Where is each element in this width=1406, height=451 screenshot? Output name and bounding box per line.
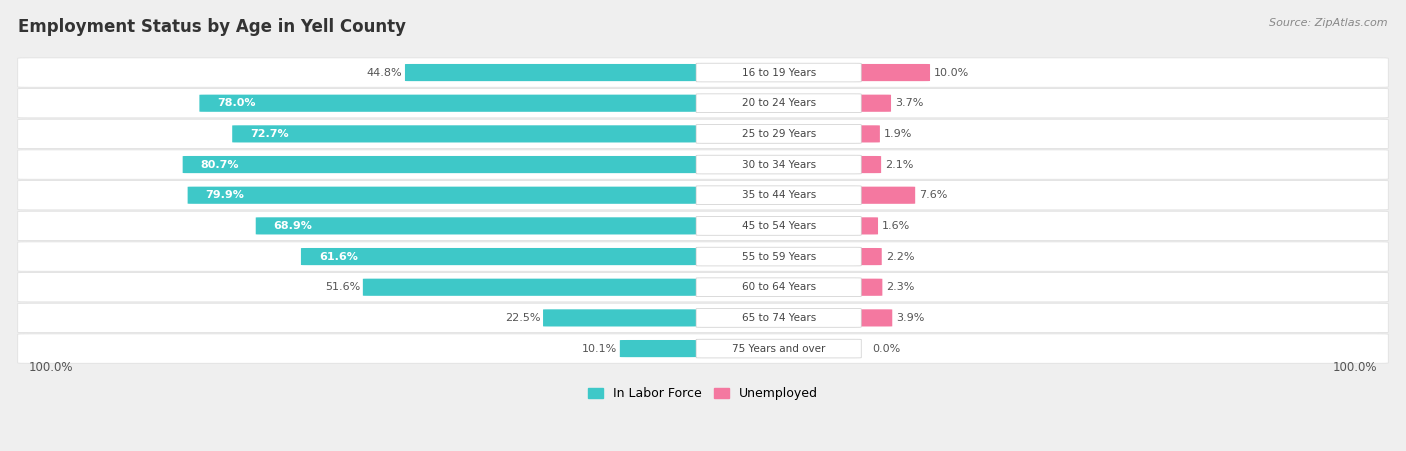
FancyBboxPatch shape [301,248,696,265]
FancyBboxPatch shape [363,279,696,296]
Text: 2.2%: 2.2% [886,252,914,262]
Text: Source: ZipAtlas.com: Source: ZipAtlas.com [1270,18,1388,28]
FancyBboxPatch shape [18,88,1388,118]
FancyBboxPatch shape [620,340,696,357]
Text: 60 to 64 Years: 60 to 64 Years [741,282,815,292]
FancyBboxPatch shape [18,119,1388,148]
Text: 68.9%: 68.9% [274,221,312,231]
FancyBboxPatch shape [696,186,862,205]
Text: 1.9%: 1.9% [884,129,912,139]
FancyBboxPatch shape [855,217,877,235]
FancyBboxPatch shape [18,334,1388,363]
Text: 25 to 29 Years: 25 to 29 Years [741,129,815,139]
FancyBboxPatch shape [405,64,696,81]
Text: 3.7%: 3.7% [896,98,924,108]
Text: 20 to 24 Years: 20 to 24 Years [741,98,815,108]
FancyBboxPatch shape [855,279,883,296]
FancyBboxPatch shape [696,124,862,143]
Text: 10.1%: 10.1% [582,344,617,354]
FancyBboxPatch shape [183,156,696,173]
FancyBboxPatch shape [18,58,1388,87]
FancyBboxPatch shape [696,278,862,297]
FancyBboxPatch shape [18,303,1388,332]
FancyBboxPatch shape [232,125,696,143]
FancyBboxPatch shape [855,187,915,204]
FancyBboxPatch shape [696,308,862,327]
Text: 75 Years and over: 75 Years and over [733,344,825,354]
Text: 10.0%: 10.0% [934,68,969,78]
Text: 3.9%: 3.9% [897,313,925,323]
FancyBboxPatch shape [696,247,862,266]
FancyBboxPatch shape [696,155,862,174]
Text: 44.8%: 44.8% [367,68,402,78]
Text: 7.6%: 7.6% [920,190,948,200]
Text: 100.0%: 100.0% [1333,361,1378,374]
FancyBboxPatch shape [18,242,1388,271]
Text: 30 to 34 Years: 30 to 34 Years [741,160,815,170]
FancyBboxPatch shape [200,95,696,112]
FancyBboxPatch shape [855,156,882,173]
FancyBboxPatch shape [855,125,880,143]
Legend: In Labor Force, Unemployed: In Labor Force, Unemployed [583,382,823,405]
Text: 78.0%: 78.0% [218,98,256,108]
Text: 65 to 74 Years: 65 to 74 Years [741,313,815,323]
FancyBboxPatch shape [696,63,862,82]
FancyBboxPatch shape [18,211,1388,240]
FancyBboxPatch shape [187,187,696,204]
Text: 61.6%: 61.6% [319,252,357,262]
FancyBboxPatch shape [256,217,696,235]
FancyBboxPatch shape [543,309,696,327]
Text: 35 to 44 Years: 35 to 44 Years [741,190,815,200]
Text: 51.6%: 51.6% [325,282,360,292]
Text: 2.3%: 2.3% [887,282,915,292]
Text: 0.0%: 0.0% [872,344,900,354]
FancyBboxPatch shape [18,272,1388,302]
FancyBboxPatch shape [696,94,862,113]
Text: 45 to 54 Years: 45 to 54 Years [741,221,815,231]
FancyBboxPatch shape [855,64,929,81]
Text: 72.7%: 72.7% [250,129,288,139]
Text: 100.0%: 100.0% [28,361,73,374]
Text: 80.7%: 80.7% [201,160,239,170]
FancyBboxPatch shape [18,150,1388,179]
Text: Employment Status by Age in Yell County: Employment Status by Age in Yell County [18,18,406,36]
FancyBboxPatch shape [855,309,893,327]
Text: 2.1%: 2.1% [886,160,914,170]
FancyBboxPatch shape [696,216,862,235]
Text: 22.5%: 22.5% [505,313,540,323]
FancyBboxPatch shape [696,339,862,358]
FancyBboxPatch shape [855,95,891,112]
Text: 55 to 59 Years: 55 to 59 Years [741,252,815,262]
FancyBboxPatch shape [855,248,882,265]
Text: 79.9%: 79.9% [205,190,245,200]
Text: 1.6%: 1.6% [882,221,911,231]
FancyBboxPatch shape [18,180,1388,210]
Text: 16 to 19 Years: 16 to 19 Years [741,68,815,78]
